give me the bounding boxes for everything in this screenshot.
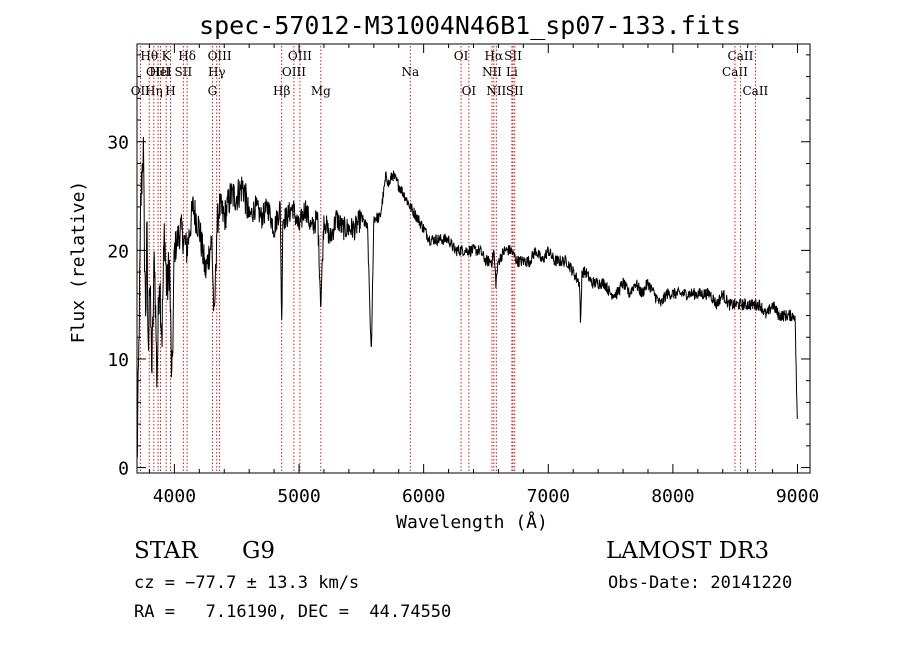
spectral-line-label: OI [454,49,469,63]
spectral-line-label: H [165,84,175,98]
observation-date: Obs-Date: 20141220 [608,573,793,593]
spectral-line-label: CaII [728,49,754,63]
spectral-line-label: NII [486,84,506,98]
spectral-line-label: OII [131,84,151,98]
survey-name: LAMOST DR3 [606,538,770,564]
spectral-line-label: CaII [742,84,768,98]
x-tick-label: 8000 [651,486,694,507]
spectrum-line [136,136,798,460]
x-tick-label: 7000 [527,486,570,507]
spectral-line-label: Hη [145,84,163,98]
y-tick-label: 30 [107,133,129,154]
spectrum-series [136,136,798,460]
spectral-line-label: NII [482,65,502,79]
spectral-line-label: K [162,49,172,63]
spectral-line-label: Na [401,65,419,79]
spectral-line-label: SII [506,84,524,98]
x-tick-label: 4000 [153,486,196,507]
spectral-line-label: G [208,84,218,98]
x-axis: 4000 5000 6000 7000 8000 9000 [148,44,819,507]
spectral-line-markers: OIIHθOIIIHeIHηKHSIIHδHγGOIIIHβOIIIOIIIMg… [131,46,769,473]
y-axis: 0 10 20 30 [107,54,810,480]
spectral-line-label: OIII [208,49,232,63]
y-tick-label: 0 [118,459,129,480]
spectral-line-label: Hβ [273,84,290,98]
y-tick-label: 20 [107,241,129,262]
spectral-line-label: OI [462,84,477,98]
y-axis-label: Flux (relative) [68,181,89,344]
spectral-line-label: SII [175,65,193,79]
spectral-line-label: Hγ [208,65,226,79]
spectral-line-label: OIII [288,49,312,63]
spectral-line-label: Hα [485,49,504,63]
spectral-line-label: SII [504,49,522,63]
plot-frame [136,43,811,474]
spectral-line-label: CaII [722,65,748,79]
spectral-line-label: Mg [311,84,331,98]
spectral-line-label: Hθ [140,49,158,63]
object-subclass: G9 [242,538,276,564]
chart-title: spec-57012-M31004N46B1_sp07-133.fits [199,11,741,40]
x-tick-label: 6000 [402,486,445,507]
x-tick-label: 5000 [277,486,320,507]
spectral-line-label: Li [506,65,518,79]
spectral-line-label: OIII [282,65,306,79]
object-class: STAR [134,538,198,564]
spectral-line-label: HeI [149,65,172,79]
redshift-velocity: cz = −77.7 ± 13.3 km/s [134,573,360,593]
x-axis-label: Wavelength (Å) [396,511,548,533]
spectral-line-label: OIII [146,65,170,79]
y-tick-label: 10 [107,350,129,371]
x-tick-label: 9000 [776,486,819,507]
spectral-line-label: Hδ [178,49,196,63]
sky-coordinates: RA = 7.16190, DEC = 44.74550 [134,602,452,622]
